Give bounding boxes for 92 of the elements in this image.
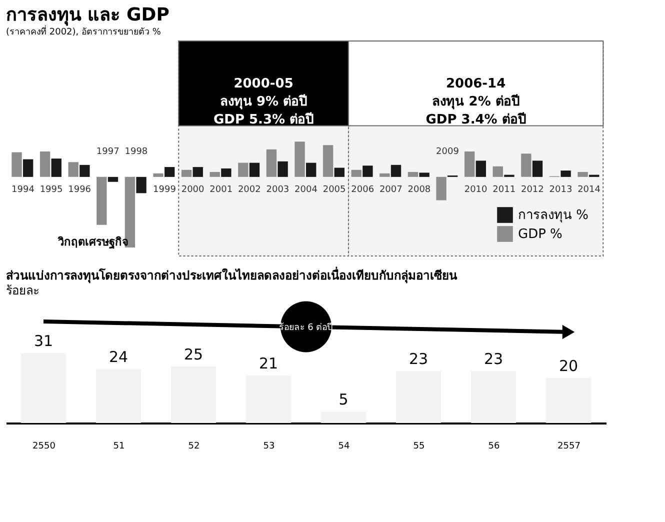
x-tick-label: 2004: [294, 184, 318, 195]
bar: [471, 371, 516, 423]
chart-subtitle: ร้อยละ: [6, 283, 39, 298]
x-tick-label: 2011: [492, 184, 516, 195]
bar: [246, 376, 291, 423]
bar: [108, 176, 118, 182]
x-tick-label: 2000: [181, 184, 205, 195]
bar: [390, 164, 402, 177]
x-tick-label: 1995: [40, 184, 63, 195]
data-label: 5: [338, 390, 348, 409]
bar: [578, 172, 588, 177]
bar: [362, 166, 373, 177]
bar: [171, 366, 216, 423]
x-tick-label: 2005: [322, 184, 346, 195]
bar: [80, 164, 90, 177]
bar: [249, 162, 260, 177]
bar: [492, 166, 503, 177]
x-tick-label: 2550: [32, 442, 56, 452]
data-label: 23: [484, 350, 504, 368]
bar: [476, 160, 486, 177]
bar: [192, 167, 203, 177]
x-tick-label: 2008: [408, 184, 431, 195]
bar: [221, 168, 232, 177]
x-tick-label: 2012: [520, 184, 544, 195]
chart-title: การลงทุน และ GDP: [6, 4, 170, 26]
x-tick-label: 1996: [68, 184, 92, 195]
bar: [266, 149, 277, 177]
data-label: 24: [108, 348, 128, 366]
bar: [408, 172, 418, 177]
bar: [380, 173, 390, 177]
data-label: 25: [184, 346, 204, 364]
bar: [464, 152, 475, 177]
bar: [278, 161, 288, 177]
bar: [181, 170, 192, 177]
bar: [21, 353, 66, 423]
bar: [51, 158, 62, 177]
bar: [136, 176, 146, 194]
bar: [210, 172, 220, 177]
legend-label: การลงทุน %: [518, 208, 588, 223]
legend-label: GDP %: [518, 227, 562, 242]
x-tick-label: 2009: [436, 146, 460, 157]
x-tick-label: 2001: [210, 184, 233, 195]
bar: [532, 160, 543, 177]
x-tick-label: 2014: [578, 184, 601, 195]
bar: [351, 170, 362, 177]
x-tick-label: 51: [113, 442, 125, 452]
x-tick-label: 1999: [153, 184, 176, 195]
bar: [12, 152, 22, 177]
x-tick-label: 54: [338, 442, 350, 452]
bar: [396, 371, 441, 423]
data-label: 21: [258, 354, 278, 373]
x-tick-label: 1997: [96, 146, 120, 157]
x-tick-label: 2003: [266, 184, 290, 195]
x-tick-label: 52: [188, 442, 200, 452]
text: ร้อยละ 6 ต่อปี: [278, 322, 334, 333]
x-tick-label: 1994: [12, 184, 35, 195]
bar: [560, 170, 571, 177]
x-tick-label: 55: [413, 442, 425, 452]
chart-title: ส่วนแบ่งการลงทุนโดยตรงจากต่างประเทศในไทยลดลงอย่างต่อเนื่องเทียบกับกลุ่มอาเซียน: [6, 266, 458, 284]
chart-subtitle: (ราคาคงที่ 2002), อัตราการขยายตัว %: [6, 24, 162, 38]
data-label: 23: [408, 350, 428, 368]
bar: [96, 368, 141, 423]
bar: [40, 152, 50, 177]
x-tick-label: 2013: [549, 184, 572, 195]
bar: [334, 168, 344, 177]
x-tick-label: 53: [263, 442, 275, 452]
bar: [164, 167, 175, 177]
bar: [322, 145, 334, 177]
x-tick-label: 2007: [379, 184, 402, 195]
x-tick-label: 2557: [558, 442, 580, 452]
data-label: 31: [34, 332, 54, 350]
bar: [294, 142, 305, 177]
band-label: 2006-14 ลงทุน 2% ต่อปี GDP 3.4% ต่อปี: [426, 76, 526, 128]
x-tick-label: 2002: [238, 184, 261, 195]
bar: [306, 162, 316, 177]
x-tick-label: 2010: [464, 184, 488, 195]
bar: [321, 412, 366, 423]
bar: [521, 154, 532, 177]
annotation: วิกฤตเศรษฐกิจ: [57, 236, 128, 250]
bar: [546, 378, 591, 423]
data-label: 20: [558, 356, 578, 375]
x-tick-label: 56: [488, 442, 500, 452]
bar: [436, 176, 446, 200]
bar: [419, 172, 430, 177]
bar: [68, 162, 78, 177]
band-label: 2000-05 ลงทุน 9% ต่อปี GDP 5.3% ต่อปี: [213, 76, 314, 128]
bar: [22, 159, 34, 177]
x-tick-label: 2006: [351, 184, 374, 195]
bar: [153, 173, 164, 177]
bar: [96, 176, 107, 225]
x-tick-label: 1998: [124, 146, 148, 157]
bar: [238, 162, 248, 177]
